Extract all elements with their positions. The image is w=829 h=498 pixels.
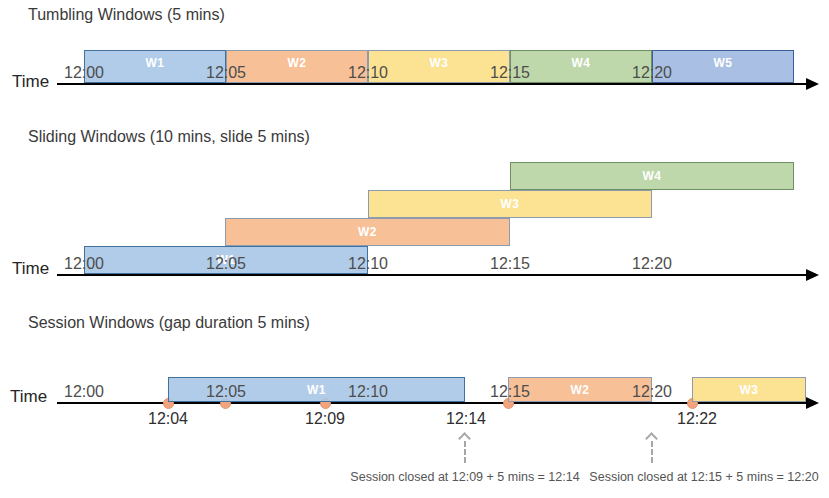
axis-tick-label: 12:10 bbox=[348, 383, 388, 401]
window-label: W4 bbox=[572, 56, 591, 70]
annotation-text: Session closed at 12:15 + 5 mins = 12:20 bbox=[589, 470, 818, 484]
window-label: W1 bbox=[146, 56, 165, 70]
window-label: W3 bbox=[740, 383, 759, 397]
window-label: W3 bbox=[501, 197, 520, 211]
section-title-tumbling: Tumbling Windows (5 mins) bbox=[28, 6, 225, 24]
stream-windowing-diagram: Tumbling Windows (5 mins) Time W1 W2 W3 W4 W5 1… bbox=[0, 0, 829, 498]
window-box-session-w3: W3 bbox=[692, 377, 806, 402]
window-box-tumbling-w3: W3 bbox=[368, 50, 510, 83]
window-label: W3 bbox=[430, 56, 449, 70]
axis-tick-label: 12:20 bbox=[632, 383, 672, 401]
window-label: W1 bbox=[307, 383, 326, 397]
window-label: W4 bbox=[643, 169, 662, 183]
axis-tick-label: 12:00 bbox=[64, 383, 104, 401]
window-box-tumbling-w4: W4 bbox=[510, 50, 652, 83]
time-axis-arrowhead-icon bbox=[806, 397, 819, 409]
window-box-tumbling-w5: W5 bbox=[652, 50, 794, 83]
axis-tick-label: 12:10 bbox=[348, 255, 388, 273]
annotation-arrow-stem bbox=[464, 441, 466, 463]
section-title-session: Session Windows (gap duration 5 mins) bbox=[28, 314, 310, 332]
axis-tick-label: 12:15 bbox=[490, 383, 530, 401]
annotation-arrow-stem bbox=[651, 441, 653, 463]
axis-tick-label: 12:15 bbox=[490, 64, 530, 82]
annotation-text: Session closed at 12:09 + 5 mins = 12:14 bbox=[350, 470, 579, 484]
window-box-sliding-w3: W3 bbox=[368, 190, 652, 218]
axis-tick-label: 12:05 bbox=[206, 255, 246, 273]
window-label: W2 bbox=[358, 225, 377, 239]
time-axis-label: Time bbox=[12, 259, 49, 279]
event-time-label: 12:09 bbox=[305, 410, 345, 428]
window-label: W5 bbox=[714, 56, 733, 70]
time-axis-line bbox=[57, 274, 806, 276]
window-label: W2 bbox=[288, 56, 307, 70]
time-axis-label: Time bbox=[12, 72, 49, 92]
window-box-tumbling-w1: W1 bbox=[84, 50, 226, 83]
window-box-sliding-w4: W4 bbox=[510, 162, 794, 190]
time-axis-label: Time bbox=[10, 387, 47, 407]
event-time-label: 12:14 bbox=[446, 410, 486, 428]
axis-tick-label: 12:05 bbox=[206, 383, 246, 401]
axis-tick-label: 12:00 bbox=[64, 255, 104, 273]
axis-tick-label: 12:00 bbox=[64, 64, 104, 82]
time-axis-arrowhead-icon bbox=[806, 269, 819, 281]
time-axis-arrowhead-icon bbox=[806, 78, 819, 90]
axis-tick-label: 12:05 bbox=[206, 64, 246, 82]
axis-tick-label: 12:20 bbox=[632, 64, 672, 82]
axis-tick-label: 12:10 bbox=[348, 64, 388, 82]
event-time-label: 12:04 bbox=[148, 410, 188, 428]
window-box-sliding-w2: W2 bbox=[225, 218, 510, 246]
window-box-tumbling-w2: W2 bbox=[226, 50, 368, 83]
axis-tick-label: 12:15 bbox=[490, 255, 530, 273]
axis-tick-label: 12:20 bbox=[632, 255, 672, 273]
window-label: W2 bbox=[571, 383, 590, 397]
time-axis-line bbox=[57, 83, 806, 85]
section-title-sliding: Sliding Windows (10 mins, slide 5 mins) bbox=[28, 128, 310, 146]
event-time-label: 12:22 bbox=[677, 410, 717, 428]
